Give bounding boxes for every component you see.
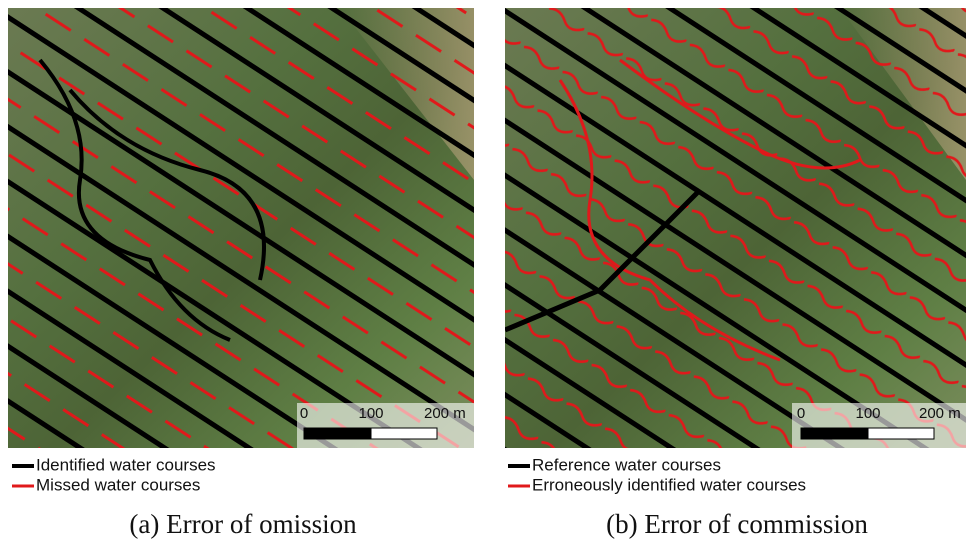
caption: (b) Error of commission — [606, 509, 868, 539]
water-courses — [505, 8, 966, 448]
legend-label: Erroneously identified water courses — [532, 475, 806, 494]
water-courses — [8, 8, 474, 448]
scale-bar-segment — [801, 428, 868, 439]
legend-label: Reference water courses — [532, 455, 721, 474]
legend-label: Missed water courses — [36, 475, 200, 494]
scale-bar-segment — [371, 428, 437, 439]
scale-bar-segment — [304, 428, 371, 439]
scale-bar-segment — [868, 428, 934, 439]
scale-label: 100 — [855, 405, 880, 422]
figure: 0 100 200 m 0 100 200 m Identified water… — [0, 0, 966, 545]
legend-b: Reference water courses Erroneously iden… — [508, 455, 806, 494]
scale-label: 100 — [358, 405, 383, 422]
legend-label: Identified water courses — [36, 455, 216, 474]
scale-bar-a: 0 100 200 m — [297, 403, 474, 448]
map-panel-b — [505, 8, 966, 448]
caption: (a) Error of omission — [129, 509, 357, 539]
map-panel-a — [8, 8, 474, 448]
scale-bar-b: 0 100 200 m — [792, 403, 966, 448]
scale-label: 200 m — [424, 405, 466, 422]
legend-a: Identified water courses Missed water co… — [12, 455, 216, 494]
scale-label: 200 m — [919, 405, 961, 422]
scale-label: 0 — [300, 405, 308, 422]
scale-label: 0 — [797, 405, 805, 422]
